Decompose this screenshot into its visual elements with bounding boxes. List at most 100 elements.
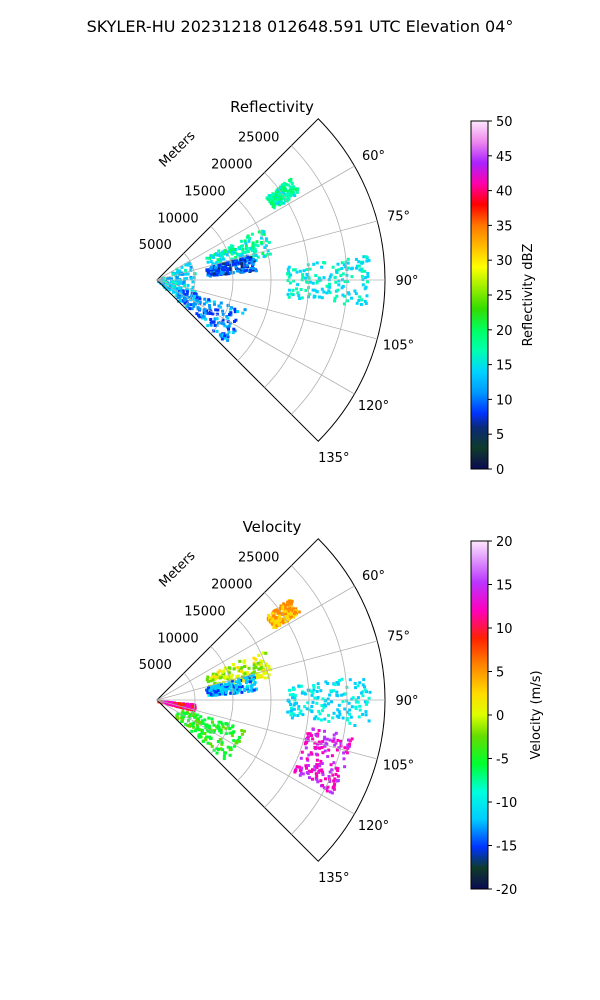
echo-gate <box>252 688 256 692</box>
echo-gate <box>336 682 340 686</box>
azimuth-tick-label: 135° <box>318 451 349 466</box>
echo-gate <box>285 198 289 202</box>
echo-gate <box>319 689 323 693</box>
echo-gate <box>312 294 316 298</box>
echo-gate <box>305 757 309 761</box>
echo-gate <box>331 265 335 269</box>
echo-gate <box>368 690 372 694</box>
echo-gate <box>365 690 368 694</box>
echo-gate <box>346 743 350 747</box>
echo-gate <box>316 780 320 784</box>
echo-gate <box>304 764 308 768</box>
echo-gate <box>176 270 179 274</box>
echo-gate <box>182 298 186 302</box>
echo-gate <box>303 742 307 746</box>
echo-gate <box>290 716 294 720</box>
echo-gate <box>253 248 257 251</box>
echo-gate <box>224 751 227 755</box>
echo-gate <box>306 732 310 736</box>
echo-gate <box>256 255 260 259</box>
echo-gate <box>235 269 239 273</box>
echo-gate <box>334 280 338 284</box>
echo-gate <box>204 738 208 742</box>
echo-gate <box>196 717 200 721</box>
echo-gate <box>307 769 311 773</box>
echo-gate <box>267 666 271 669</box>
echo-gate <box>216 671 220 674</box>
echo-gate <box>245 686 249 690</box>
echo-gate <box>248 674 252 678</box>
echo-gate <box>175 287 179 291</box>
echo-gate <box>254 269 258 273</box>
echo-gate <box>237 677 241 681</box>
echo-gate <box>254 657 258 661</box>
echo-gate <box>290 192 294 196</box>
azimuth-tick-label: 120° <box>358 819 389 834</box>
echo-gate <box>205 300 209 304</box>
echo-gate <box>178 294 182 298</box>
echo-gate <box>286 616 290 620</box>
echo-gate <box>332 737 336 741</box>
echo-gate <box>333 296 337 300</box>
echo-gate <box>313 288 317 292</box>
echo-region <box>175 709 246 761</box>
echo-gate <box>250 232 254 236</box>
echo-gate <box>350 705 354 709</box>
echo-gate <box>183 277 187 281</box>
echo-gate <box>227 671 231 675</box>
echo-gate <box>347 738 350 742</box>
echo-gate <box>320 746 324 749</box>
echo-gate <box>365 294 369 298</box>
echo-gate <box>241 248 245 251</box>
echo-gate <box>315 763 319 767</box>
echo-gate <box>174 702 178 706</box>
echo-gate <box>231 245 235 248</box>
echo-gate <box>296 714 300 717</box>
echo-gate <box>360 274 364 278</box>
echo-gate <box>187 719 190 723</box>
echo-gate <box>193 299 197 303</box>
echo-gate <box>247 261 251 265</box>
echo-gate <box>231 331 235 335</box>
echo-gate <box>260 236 263 240</box>
echo-gate <box>202 308 206 312</box>
echo-gate <box>220 252 224 256</box>
echo-gate <box>350 737 354 741</box>
echo-gate <box>278 618 282 622</box>
echo-gate <box>237 269 241 273</box>
echo-gate <box>364 713 368 717</box>
echo-gate <box>219 720 223 724</box>
echo-gate <box>196 307 200 311</box>
echo-gate <box>163 284 167 288</box>
echo-gate <box>346 291 350 295</box>
echo-gate <box>322 737 326 741</box>
figure-title: SKYLER-HU 20231218 012648.591 UTC Elevat… <box>87 17 514 36</box>
colorbar-tick-label: 30 <box>496 254 513 269</box>
echo-gate <box>363 299 367 303</box>
colorbar-tick-label: 40 <box>496 185 513 200</box>
echo-gate <box>284 619 288 623</box>
echo-gate <box>272 195 276 199</box>
echo-gate <box>300 766 304 770</box>
echo-gate <box>238 735 241 739</box>
echo-gate <box>228 727 232 730</box>
echo-region <box>205 651 273 691</box>
echo-gate <box>336 738 340 742</box>
echo-gate <box>295 188 298 192</box>
echo-gate <box>224 272 228 276</box>
echo-gate <box>362 255 366 259</box>
echo-gate <box>215 270 218 274</box>
echo-region <box>266 599 301 629</box>
echo-gate <box>318 764 322 768</box>
echo-gate <box>240 244 244 248</box>
echo-gate <box>290 614 294 618</box>
echo-gate <box>340 286 344 290</box>
echo-gate <box>320 296 324 300</box>
echo-gate <box>228 313 231 316</box>
echo-gate <box>207 693 211 697</box>
echo-gate <box>271 617 275 621</box>
echo-gate <box>304 737 308 741</box>
echo-gate <box>185 300 189 304</box>
echo-gate <box>198 307 202 311</box>
echo-gate <box>253 681 257 684</box>
